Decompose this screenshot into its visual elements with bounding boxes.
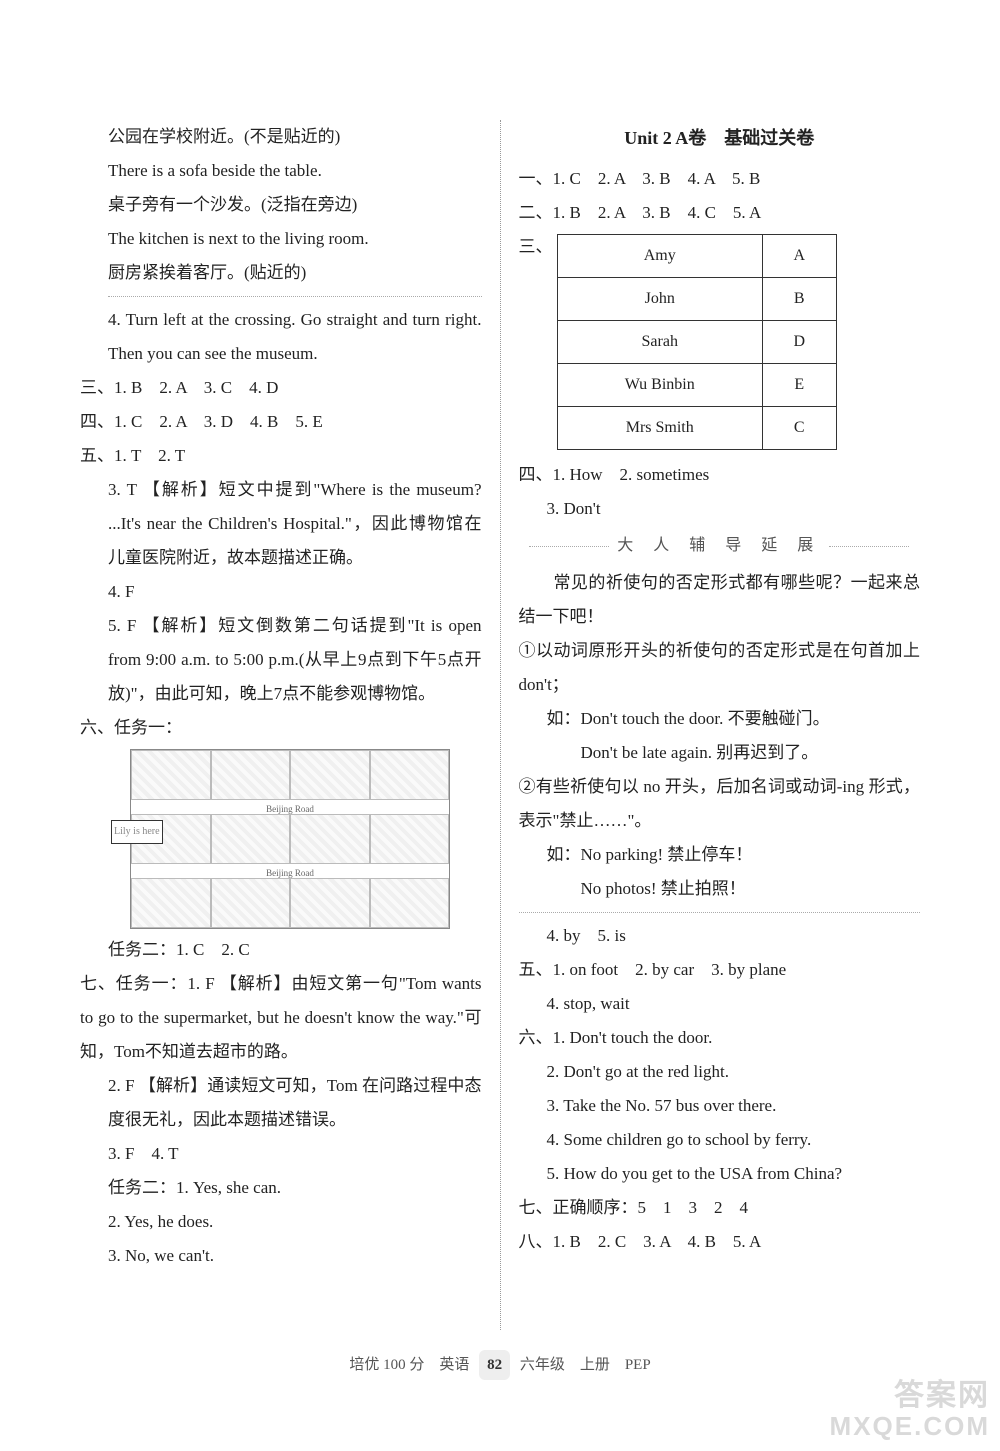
lily-label: Lily is here [111, 820, 163, 844]
text-line: 厨房紧挨着客厅。(贴近的) [108, 256, 482, 290]
footer-left: 培优 100 分 英语 [349, 1357, 469, 1373]
table-row: SarahD [557, 321, 836, 364]
section-6-answer-3: 3. Take the No. 57 bus over there. [519, 1089, 921, 1123]
table-cell: Mrs Smith [557, 407, 762, 450]
ext-item-2: ②有些祈使句以 no 开头，后加名词或动词-ing 形式，表示"禁止……"。 [519, 770, 921, 838]
text-line: 桌子旁有一个沙发。(泛指在旁边) [108, 188, 482, 222]
left-explain-block: 公园在学校附近。(不是贴近的) There is a sofa beside t… [80, 120, 482, 290]
section-4-answer-3: 3. Don't [519, 492, 921, 526]
table-cell: Wu Binbin [557, 364, 762, 407]
ext-item-2-eg1: 如：No parking! 禁止停车！ [519, 838, 921, 872]
map-cell [290, 750, 370, 800]
watermark: 答案网 MXQE.COM [830, 1379, 990, 1441]
section-3-label: 三、 [519, 230, 553, 264]
map-cell [290, 814, 370, 864]
section-6-answer-4: 4. Some children go to school by ferry. [519, 1123, 921, 1157]
divider [519, 912, 921, 913]
map-diagram: Lily is here Beijing Road Beijing Road [130, 749, 450, 929]
section-5-answers: 五、1. on foot 2. by car 3. by plane [519, 953, 921, 987]
ext-item-1-eg1: 如：Don't touch the door. 不要触碰门。 [519, 702, 921, 736]
section-5-answer-4: 4. F [80, 575, 482, 609]
table-cell: E [762, 364, 836, 407]
table-cell: A [762, 235, 836, 278]
table-cell: Amy [557, 235, 762, 278]
left-column: 公园在学校附近。(不是贴近的) There is a sofa beside t… [70, 120, 500, 1330]
section-4-answers-1-2: 四、1. How 2. sometimes [519, 458, 921, 492]
map-cell [370, 878, 450, 928]
map-cell [131, 750, 211, 800]
section-8-answers: 八、1. B 2. C 3. A 4. B 5. A [519, 1225, 921, 1259]
section-3-answers: 三、1. B 2. A 3. C 4. D [80, 371, 482, 405]
table-cell: C [762, 407, 836, 450]
ext-item-2-eg2: No photos! 禁止拍照！ [519, 872, 921, 906]
section-6-answer-5: 5. How do you get to the USA from China? [519, 1157, 921, 1191]
page: 公园在学校附近。(不是贴近的) There is a sofa beside t… [0, 0, 1000, 1451]
unit-title: Unit 2 A卷 基础过关卷 [519, 120, 921, 156]
table-cell: B [762, 278, 836, 321]
table-row: JohnB [557, 278, 836, 321]
section-1-answers: 一、1. C 2. A 3. B 4. A 5. B [519, 162, 921, 196]
section-7-task2-1: 任务二：1. Yes, she can. [80, 1171, 482, 1205]
section-7-order: 七、正确顺序：5 1 3 2 4 [519, 1191, 921, 1225]
footer-right: 六年级 上册 PEP [520, 1357, 651, 1373]
road-label: Beijing Road [131, 864, 449, 878]
section-6-answer-2: 2. Don't go at the red light. [519, 1055, 921, 1089]
section-2-answers: 二、1. B 2. A 3. B 4. C 5. A [519, 196, 921, 230]
extension-title: 大 人 辅 导 延 展 [519, 530, 921, 562]
section-7-task1-1: 七、任务一：1. F 【解析】由短文第一句"Tom wants to go to… [80, 967, 482, 1069]
section-6-answer-1: 六、1. Don't touch the door. [519, 1021, 921, 1055]
text-line: 公园在学校附近。(不是贴近的) [108, 120, 482, 154]
section-7-task1-34: 3. F 4. T [80, 1137, 482, 1171]
table-cell: John [557, 278, 762, 321]
task2-answers: 任务二：1. C 2. C [80, 933, 482, 967]
ext-item-1-eg2: Don't be late again. 别再迟到了。 [519, 736, 921, 770]
road-label: Beijing Road [131, 800, 449, 814]
text-line: The kitchen is next to the living room. [108, 222, 482, 256]
page-number: 82 [479, 1350, 510, 1380]
table-cell: Sarah [557, 321, 762, 364]
table-row: Mrs SmithC [557, 407, 836, 450]
section-5-answer-4: 4. stop, wait [519, 987, 921, 1021]
right-column: Unit 2 A卷 基础过关卷 一、1. C 2. A 3. B 4. A 5.… [500, 120, 931, 1330]
table-row: Wu BinbinE [557, 364, 836, 407]
section-5-answers-1-2: 五、1. T 2. T [80, 439, 482, 473]
ext-item-1: ①以动词原形开头的祈使句的否定形式是在句首加上 don't； [519, 634, 921, 702]
answer-table: AmyAJohnBSarahDWu BinbinEMrs SmithC [557, 234, 837, 450]
table-cell: D [762, 321, 836, 364]
section-6-label: 六、任务一： [80, 711, 482, 745]
map-cell [290, 878, 370, 928]
map-cell [131, 878, 211, 928]
table-row: AmyA [557, 235, 836, 278]
q4-text: 4. Turn left at the crossing. Go straigh… [80, 303, 482, 371]
watermark-en: MXQE.COM [830, 1412, 990, 1441]
section-5-answer-3: 3. T 【解析】短文中提到"Where is the museum? ...I… [80, 473, 482, 575]
text-line: There is a sofa beside the table. [108, 154, 482, 188]
ext-intro: 常见的祈使句的否定形式都有哪些呢？一起来总结一下吧！ [519, 566, 921, 634]
divider [108, 296, 482, 297]
map-cell [211, 878, 291, 928]
map-cell [370, 750, 450, 800]
watermark-cn: 答案网 [830, 1379, 990, 1412]
section-7-task2-3: 3. No, we can't. [80, 1239, 482, 1273]
section-4-answers: 四、1. C 2. A 3. D 4. B 5. E [80, 405, 482, 439]
section-7-task1-2: 2. F 【解析】通读短文可知，Tom 在问路过程中态度很无礼，因此本题描述错误… [80, 1069, 482, 1137]
section-5-answer-5: 5. F 【解析】短文倒数第二句话提到"It is open from 9:00… [80, 609, 482, 711]
page-footer: 培优 100 分 英语 82 六年级 上册 PEP [70, 1350, 930, 1380]
map-cell [370, 814, 450, 864]
map-cell [211, 750, 291, 800]
section-7-task2-2: 2. Yes, he does. [80, 1205, 482, 1239]
map-cell [211, 814, 291, 864]
content-columns: 公园在学校附近。(不是贴近的) There is a sofa beside t… [70, 120, 930, 1330]
section-4-answers-4-5: 4. by 5. is [519, 919, 921, 953]
